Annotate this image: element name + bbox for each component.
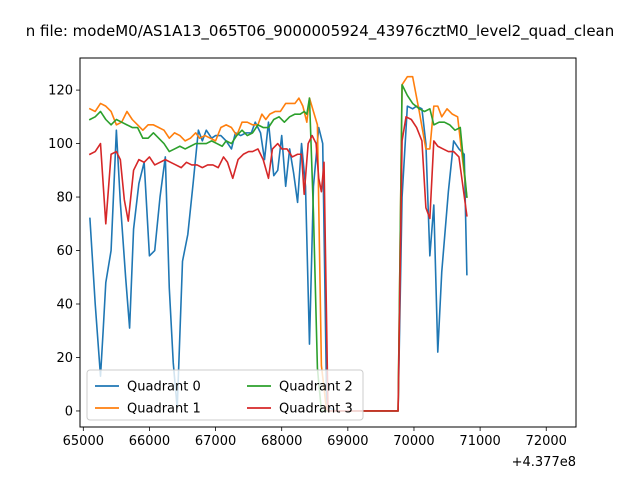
y-tick-label: 100 — [48, 137, 73, 152]
series-line-quadrant-3 — [88, 116, 468, 412]
x-tick-label: 65000 — [63, 434, 104, 449]
y-tick-label: 60 — [56, 244, 73, 259]
y-tick-label: 20 — [56, 351, 73, 366]
chart-title: n file: modeM0/AS1A13_065T06_9000005924_… — [26, 22, 615, 41]
x-axis: 65000 66000 67000 68000 69000 70000 71000 72000 — [63, 427, 567, 449]
y-axis: 0 20 40 60 80 100 120 — [48, 84, 80, 419]
legend: Quadrant 0 Quadrant 1 Quadrant 2 Quadrant 3 — [86, 369, 364, 421]
x-tick-label: 70000 — [393, 434, 434, 449]
axes-frame — [79, 57, 577, 428]
y-tick-label: 40 — [56, 298, 73, 313]
y-tick-label: 80 — [56, 191, 73, 206]
legend-box — [86, 369, 364, 421]
x-tick-label: 68000 — [261, 434, 302, 449]
x-tick-label: 67000 — [195, 434, 236, 449]
series-line-quadrant-0 — [89, 105, 468, 412]
series-line-quadrant-2 — [88, 83, 468, 412]
x-tick-label: 71000 — [459, 434, 500, 449]
x-tick-label: 72000 — [526, 434, 567, 449]
legend-label-quadrant-2: Quadrant 2 — [279, 380, 353, 395]
y-tick-label: 0 — [65, 404, 73, 419]
legend-label-quadrant-3: Quadrant 3 — [279, 402, 353, 417]
legend-label-quadrant-0: Quadrant 0 — [127, 380, 201, 395]
y-tick-label: 120 — [48, 84, 73, 99]
legend-label-quadrant-1: Quadrant 1 — [127, 402, 201, 417]
x-tick-label: 66000 — [129, 434, 170, 449]
x-tick-label: 69000 — [327, 434, 368, 449]
x-offset-label: +4.377e8 — [512, 455, 576, 470]
series-line-quadrant-1 — [88, 75, 468, 412]
plot-series-layer — [88, 75, 468, 412]
